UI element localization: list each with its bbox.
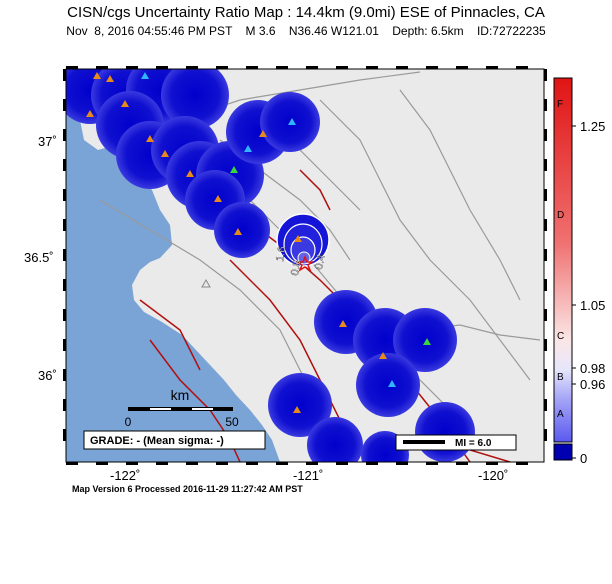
- mi-legend-line: [403, 440, 445, 444]
- scale-min: 0: [125, 415, 132, 429]
- scale-unit: km: [171, 387, 190, 403]
- scale-max: 50: [225, 415, 239, 429]
- contour-label-2: 0.8: [289, 259, 303, 276]
- triangle-icon: [288, 118, 296, 125]
- lat-label-37: 37˚: [38, 134, 57, 149]
- triangle-icon: [388, 380, 396, 387]
- lon-label-122: -122˚: [110, 468, 140, 483]
- grade-box: [83, 430, 266, 450]
- mi-legend-text: MI = 6.0: [455, 438, 492, 449]
- lon-label-121: -121˚: [293, 468, 323, 483]
- colorbar-low-swatch: [553, 443, 573, 461]
- triangle-icon: [93, 72, 101, 79]
- triangle-icon: [161, 150, 169, 157]
- lat-label-36-5: 36.5˚: [24, 250, 54, 265]
- triangle-icon: [186, 170, 194, 177]
- star-icon: [295, 254, 315, 272]
- grade-text: GRADE: - (Mean sigma: -): [90, 435, 224, 447]
- triangle-icon: [146, 135, 154, 142]
- triangle-icon: [293, 406, 301, 413]
- colorbar-value-0: 0: [580, 451, 587, 466]
- map-canvas[interactable]: 1.6 0.8 0.4 km 0 50 GRADE: - (Mean sigma…: [56, 56, 544, 479]
- colorbar-gradient: [553, 77, 573, 443]
- colorbar-letter-a: A: [557, 409, 564, 420]
- event-details: Nov 8, 2016 04:55:46 PM PST M 3.6 N36.46…: [66, 24, 546, 38]
- triangle-icon: [141, 72, 149, 79]
- station-markers: [86, 72, 431, 413]
- colorbar-letter-b: B: [557, 372, 564, 383]
- colorbar: F D C B A 1.25 1.05 0.98 0.96 0: [553, 77, 605, 466]
- contour-label-3: 0.4: [313, 253, 327, 270]
- lon-label-120: -120˚: [478, 468, 508, 483]
- triangle-icon: [259, 130, 267, 137]
- colorbar-value-1-05: 1.05: [580, 298, 605, 313]
- map-title: CISN/cgs Uncertainty Ratio Map : 14.4km …: [67, 4, 545, 21]
- contour-label-1: 1.6: [274, 245, 288, 262]
- colorbar-value-1-25: 1.25: [580, 119, 605, 134]
- triangle-icon: [234, 228, 242, 235]
- triangle-icon: [230, 166, 238, 173]
- triangle-icon: [423, 338, 431, 345]
- triangle-icon: [201, 278, 211, 288]
- frame-ticks: [63, 66, 547, 465]
- triangle-icon: [294, 235, 302, 242]
- contour-layer: [276, 213, 330, 267]
- colorbar-letter-f: F: [557, 99, 563, 110]
- scale-bar: km 0 50: [125, 387, 239, 429]
- map-frame: [65, 68, 545, 463]
- triangle-icon: [339, 320, 347, 327]
- triangle-icon: [121, 100, 129, 107]
- triangle-icon: [86, 110, 94, 117]
- triangle-icon: [214, 195, 222, 202]
- triangle-icon: [379, 352, 387, 359]
- processing-footer: Map Version 6 Processed 2016-11-29 11:27…: [72, 484, 303, 494]
- colorbar-value-0-98: 0.98: [580, 361, 605, 376]
- lat-label-36: 36˚: [38, 368, 57, 383]
- triangle-icon: [244, 145, 252, 152]
- colorbar-letter-c: C: [557, 331, 564, 342]
- mi-legend-box: [395, 434, 517, 451]
- colorbar-value-0-96: 0.96: [580, 377, 605, 392]
- station-blobs: [66, 69, 475, 462]
- colorbar-letter-d: D: [557, 210, 564, 221]
- triangle-icon: [106, 75, 114, 82]
